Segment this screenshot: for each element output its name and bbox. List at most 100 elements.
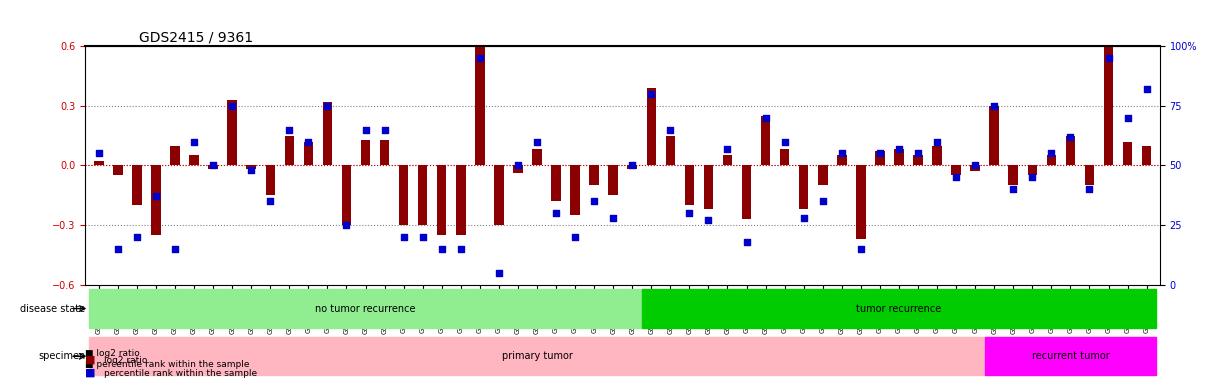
Bar — [227, 100, 237, 166]
Bar — [1046, 156, 1056, 166]
Bar — [247, 166, 256, 169]
Text: percentile rank within the sample: percentile rank within the sample — [104, 369, 256, 377]
Bar — [856, 166, 866, 239]
Point — [527, 139, 547, 145]
Text: primary tumor: primary tumor — [502, 351, 573, 361]
Bar — [665, 136, 675, 166]
Point — [908, 151, 928, 157]
Point — [1042, 151, 1061, 157]
Bar — [628, 166, 637, 169]
Bar — [1123, 142, 1132, 166]
Bar — [894, 149, 904, 166]
Bar — [399, 166, 408, 225]
Bar — [1066, 136, 1076, 166]
Point — [299, 139, 319, 145]
Point — [1137, 86, 1156, 92]
Bar — [647, 88, 656, 166]
Text: specimen: specimen — [38, 351, 85, 361]
Point — [794, 215, 813, 221]
Bar — [342, 166, 352, 225]
Bar — [304, 142, 313, 166]
Point — [184, 139, 204, 145]
Bar — [151, 166, 161, 235]
Bar — [475, 46, 485, 166]
Point — [736, 239, 756, 245]
Point — [165, 246, 184, 252]
Bar — [723, 156, 733, 166]
Point — [413, 234, 432, 240]
Point — [242, 167, 261, 173]
Bar — [799, 166, 808, 209]
Point — [871, 151, 890, 157]
Text: disease state: disease state — [21, 304, 85, 314]
Point — [280, 126, 299, 132]
Point — [432, 246, 452, 252]
Bar — [437, 166, 447, 235]
Bar — [971, 166, 980, 171]
Point — [1004, 186, 1023, 192]
Bar — [360, 139, 370, 166]
Point — [375, 126, 394, 132]
Point — [756, 114, 775, 121]
Text: recurrent tumor: recurrent tumor — [1032, 351, 1110, 361]
Bar — [913, 156, 923, 166]
Point — [317, 103, 337, 109]
Point — [546, 210, 565, 216]
Bar — [455, 166, 465, 235]
Bar — [818, 166, 828, 185]
Bar — [1009, 166, 1018, 185]
Bar — [989, 106, 999, 166]
Text: ■: ■ — [85, 355, 96, 365]
Point — [355, 126, 375, 132]
Point — [470, 55, 490, 61]
Bar — [322, 102, 332, 166]
Point — [927, 139, 946, 145]
Text: log2 ratio: log2 ratio — [104, 356, 148, 365]
Point — [661, 126, 680, 132]
Point — [1099, 55, 1118, 61]
Point — [204, 162, 223, 169]
FancyArrow shape — [642, 290, 1156, 328]
Text: ■ log2 ratio
■ percentile rank within the sample: ■ log2 ratio ■ percentile rank within th… — [85, 349, 250, 369]
Point — [680, 210, 700, 216]
Point — [966, 162, 985, 169]
Point — [603, 215, 623, 221]
Point — [337, 222, 357, 228]
Bar — [742, 166, 751, 219]
Point — [946, 174, 966, 180]
Point — [147, 193, 166, 199]
Bar — [114, 166, 122, 175]
Point — [585, 198, 604, 204]
Bar — [685, 166, 695, 205]
Text: ■: ■ — [85, 367, 96, 377]
Point — [89, 151, 109, 157]
Bar — [495, 166, 503, 225]
Point — [394, 234, 414, 240]
Bar — [1084, 166, 1094, 185]
Text: GDS2415 / 9361: GDS2415 / 9361 — [139, 31, 253, 45]
Point — [698, 217, 718, 223]
Bar — [838, 156, 846, 166]
Bar — [380, 139, 389, 166]
Point — [623, 162, 642, 169]
Point — [109, 246, 128, 252]
Bar — [265, 166, 275, 195]
Point — [451, 246, 470, 252]
Bar — [933, 146, 941, 166]
Bar — [551, 166, 560, 201]
Point — [1117, 114, 1137, 121]
Point — [508, 162, 527, 169]
Point — [984, 103, 1004, 109]
Point — [1079, 186, 1099, 192]
Bar — [532, 149, 542, 166]
Bar — [703, 166, 713, 209]
Point — [222, 103, 242, 109]
Point — [889, 146, 908, 152]
Point — [1022, 174, 1042, 180]
Bar — [1104, 26, 1114, 166]
Bar — [284, 136, 294, 166]
Point — [718, 146, 737, 152]
Bar — [570, 166, 580, 215]
Point — [260, 198, 280, 204]
Bar — [513, 166, 523, 173]
